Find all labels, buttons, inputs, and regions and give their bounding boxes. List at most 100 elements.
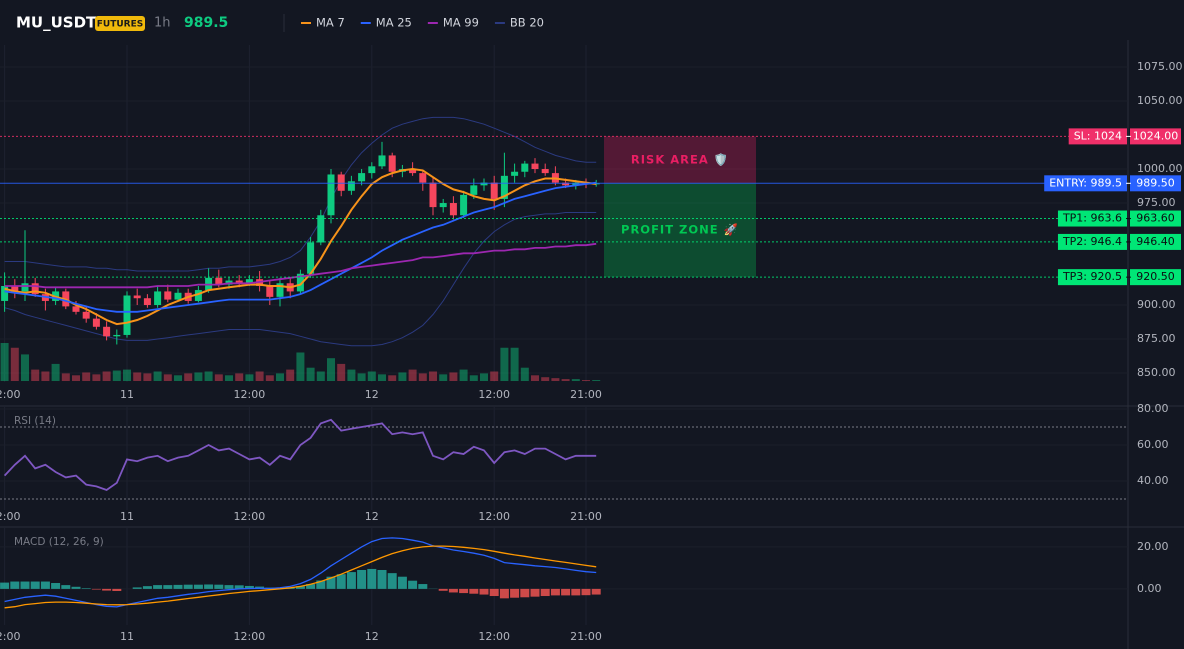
volume-bar <box>214 374 223 381</box>
macd-hist-bar <box>10 581 20 589</box>
price-box <box>1130 269 1181 286</box>
macd-hist-bar <box>40 581 50 589</box>
macd-hist-bar <box>204 584 214 589</box>
y-tick-label: 1075.00 <box>1137 60 1183 73</box>
pane-title: RSI (14) <box>14 415 56 427</box>
y-tick-label: 850.00 <box>1137 366 1176 379</box>
volume-bar <box>276 373 284 381</box>
price-label: 946.40 <box>1136 235 1175 248</box>
volume-bar <box>418 373 427 381</box>
last-price: 989.5 <box>184 15 228 31</box>
macd-hist-bar <box>530 588 540 597</box>
volume-bar <box>225 375 233 381</box>
level-box <box>1057 210 1127 227</box>
volume-bar <box>72 375 80 381</box>
macd-line <box>4 545 597 609</box>
macd-hist-bar <box>367 568 377 589</box>
x-tick-label: 21:00 <box>570 510 602 523</box>
badge-bg <box>95 16 145 31</box>
macd-line <box>4 537 597 608</box>
candle-body <box>1 285 9 301</box>
volume-bar <box>51 363 60 381</box>
candle-body <box>72 306 80 312</box>
candle-body <box>317 215 325 243</box>
candle-body <box>11 285 19 292</box>
level-label: TP3: 920.5 <box>1062 270 1122 283</box>
volume-bar <box>245 374 254 381</box>
macd-hist-bar <box>132 587 142 589</box>
volume-bar <box>378 374 386 381</box>
macd-hist-bar <box>244 585 254 589</box>
x-tick-label: 12:00 <box>478 388 510 401</box>
price-label: 963.60 <box>1136 212 1175 225</box>
volume-bar <box>102 371 111 381</box>
volume-bar <box>61 373 70 381</box>
macd-hist-bar <box>408 580 418 589</box>
candle-body <box>174 292 182 300</box>
volume-bar <box>184 373 193 381</box>
candle-body <box>194 290 202 301</box>
macd-hist-bar <box>489 588 499 597</box>
volume-bar <box>561 379 570 381</box>
candle-body <box>266 285 274 297</box>
legend-label[interactable]: MA 99 <box>443 16 479 30</box>
x-tick-label: 12:00 <box>234 510 266 523</box>
macd-hist-bar <box>20 581 30 589</box>
x-tick-label: 21:00 <box>570 388 602 401</box>
candle-body <box>511 171 519 176</box>
volume-bar <box>194 372 203 381</box>
candle-body <box>572 182 580 186</box>
legend-label[interactable]: MA 25 <box>376 16 412 30</box>
x-tick-label: 11 <box>120 510 134 523</box>
macd-hist-bar <box>183 584 193 589</box>
level-box <box>1068 128 1127 145</box>
ma-line <box>4 167 597 326</box>
candle-body <box>31 283 39 295</box>
volume-bar <box>112 370 121 381</box>
macd-hist-bar <box>520 588 530 598</box>
macd-hist-bar <box>0 582 10 589</box>
macd-hist-bar <box>316 580 326 589</box>
macd-hist-bar <box>71 586 81 589</box>
level-label: TP2: 946.4 <box>1062 235 1122 248</box>
x-tick-label: 12 <box>365 388 379 401</box>
candle-body <box>521 163 529 172</box>
y-tick-label: 60.00 <box>1137 438 1169 451</box>
macd-hist-bar <box>499 588 509 599</box>
candle-body <box>113 334 121 337</box>
candle-body <box>409 169 417 174</box>
macd-hist-bar <box>306 584 316 589</box>
macd-hist-bar <box>469 588 479 594</box>
macd-hist-bar <box>346 572 356 589</box>
candle-body <box>347 181 355 191</box>
candle-body <box>337 174 345 191</box>
x-tick-label: 12:00 <box>0 388 20 401</box>
legend-label[interactable]: MA 7 <box>316 16 345 30</box>
x-tick-label: 12:00 <box>234 388 266 401</box>
volume-bar <box>531 375 539 381</box>
candle-body <box>307 242 315 274</box>
volume-bar <box>490 371 499 381</box>
macd-hist-bar <box>214 584 224 589</box>
volume-bar <box>582 380 590 381</box>
price-box <box>1130 175 1181 192</box>
zone <box>604 183 756 278</box>
y-tick-label: 40.00 <box>1137 474 1169 487</box>
candle-body <box>164 291 172 300</box>
legend-label[interactable]: BB 20 <box>510 16 544 30</box>
candle-body <box>378 155 386 167</box>
macd-hist-bar <box>112 588 122 591</box>
zone-label: PROFIT ZONE 🚀 <box>621 223 739 237</box>
volume-bar <box>133 372 142 381</box>
level-label: TP1: 963.6 <box>1062 212 1122 225</box>
macd-hist-bar <box>448 588 458 593</box>
interval[interactable]: 1h <box>154 16 171 31</box>
candle-body <box>235 280 243 284</box>
price-label: 1024.00 <box>1133 129 1179 142</box>
volume-bar <box>469 375 478 381</box>
macd-hist-bar <box>418 584 428 589</box>
volume-bar <box>459 369 468 381</box>
macd-hist-bar <box>591 588 601 595</box>
volume-bar <box>296 352 305 381</box>
